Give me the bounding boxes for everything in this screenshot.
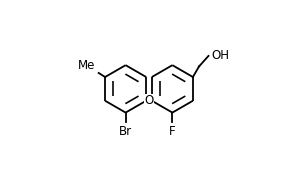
Text: OH: OH <box>211 49 229 62</box>
Text: Me: Me <box>78 59 96 72</box>
Text: O: O <box>144 94 154 107</box>
Text: Br: Br <box>119 125 132 138</box>
Text: F: F <box>169 125 176 138</box>
